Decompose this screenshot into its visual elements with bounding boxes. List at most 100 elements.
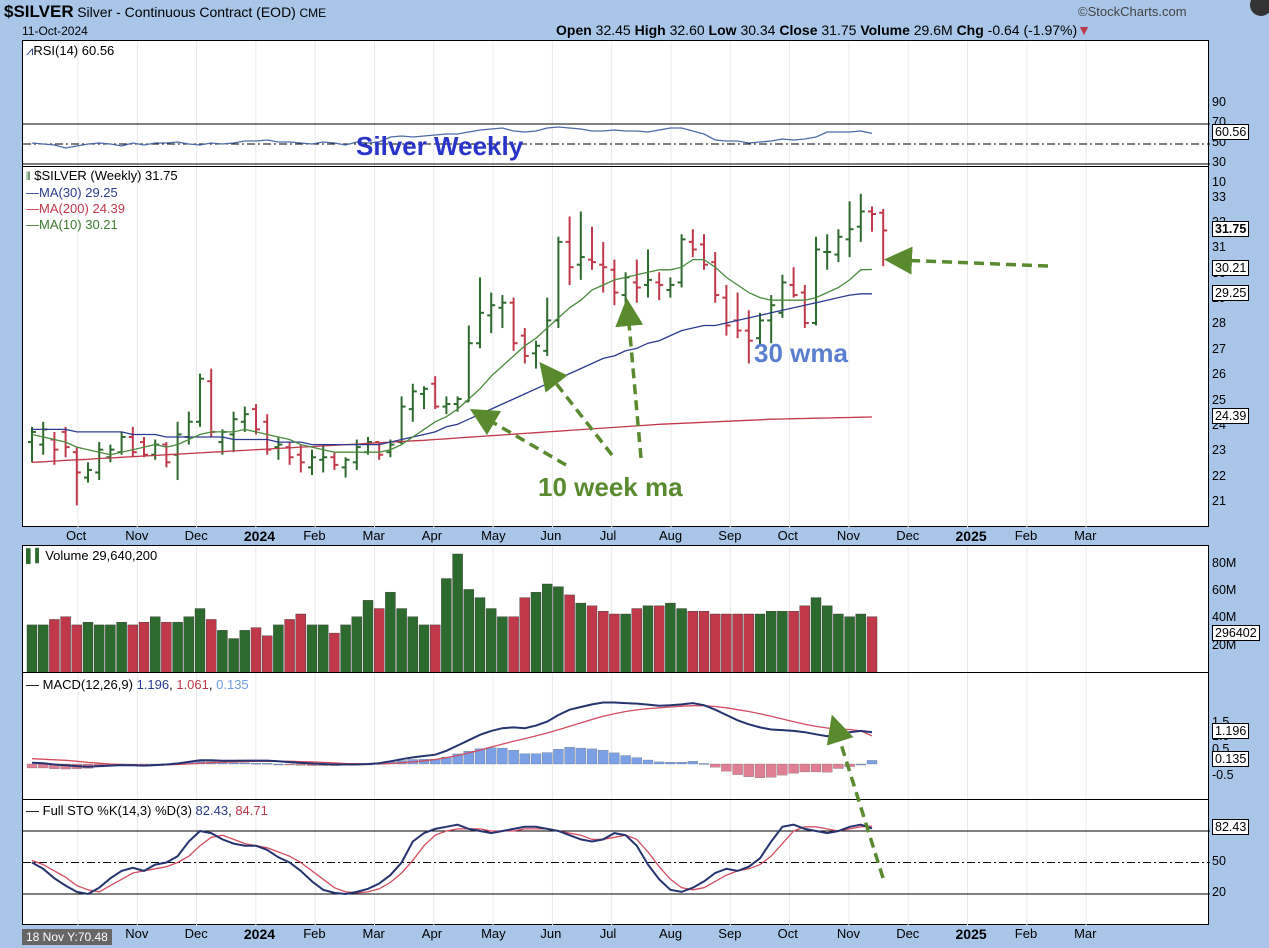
volume-bar — [116, 621, 127, 674]
volume-bar — [799, 605, 810, 674]
month-label: 2024 — [243, 926, 276, 942]
volume-bar — [788, 611, 799, 674]
ma200-value-tag: 24.39 — [1212, 407, 1250, 424]
sto-legend: — Full STO %K(14,3) %D(3) 82.43, 84.71 — [26, 803, 268, 818]
macd-histogram-bar — [642, 759, 654, 765]
volume-plot — [26, 546, 1087, 674]
rsi-tick: 30 — [1212, 155, 1226, 169]
volume-bar — [486, 608, 497, 674]
volume-bar — [463, 589, 474, 674]
macd-histogram-bar — [239, 762, 250, 765]
month-label: Nov — [836, 528, 861, 543]
volume-bar — [228, 638, 239, 674]
macd-histogram-bar — [250, 763, 262, 765]
volume-bar — [474, 597, 486, 674]
macd-histogram-bar — [519, 753, 530, 765]
macd-histogram-bar — [631, 757, 642, 765]
macd-histogram-bar — [452, 753, 463, 765]
volume-bar — [138, 621, 150, 674]
macd-histogram-bar — [295, 763, 306, 766]
month-label: Aug — [659, 528, 683, 543]
volume-bar — [396, 608, 407, 674]
volume-bar — [710, 613, 721, 674]
volume-bar — [239, 630, 251, 674]
macd-tick: -0.5 — [1212, 768, 1234, 783]
price-tick: 26 — [1212, 367, 1226, 382]
chart-header: $SILVER Silver - Continuous Contract (EO… — [4, 2, 326, 22]
macd-histogram-bar — [676, 761, 687, 765]
exchange: CME — [299, 6, 327, 20]
volume-bar — [441, 578, 452, 674]
macd-histogram-bar — [598, 750, 609, 765]
volume-bar — [407, 616, 418, 674]
volume-bar — [261, 635, 273, 674]
price-tick: 21 — [1212, 493, 1226, 508]
month-label: 2025 — [955, 528, 987, 544]
macd-histogram-bar — [620, 755, 631, 765]
volume-bar — [71, 624, 82, 674]
macd-histogram-bar — [766, 763, 777, 778]
price-tick: 27 — [1212, 341, 1226, 356]
volume-bar — [82, 621, 94, 674]
month-label: Dec — [896, 528, 920, 543]
sto-value-tag: 82.43 — [1212, 819, 1250, 836]
macd-histogram-bar — [26, 763, 38, 769]
close-price-tag: 31.75 — [1212, 221, 1250, 238]
volume-bar — [374, 608, 385, 674]
volume-label: Volume — [860, 22, 910, 38]
month-label: Nov — [125, 926, 149, 941]
volume-bar — [676, 608, 687, 674]
macd-histogram-bar — [810, 763, 822, 773]
ma10-legend: —MA(10) 30.21 — [26, 217, 118, 232]
macd-histogram-bar — [273, 763, 284, 766]
instrument-name: Silver - Continuous Contract (EOD) — [77, 4, 296, 20]
month-label: Jun — [540, 926, 562, 941]
close-icon[interactable] — [1250, 0, 1269, 16]
volume-bar — [194, 608, 206, 674]
macd-plot — [26, 673, 1087, 801]
volume-bar — [508, 616, 519, 674]
volume-bar — [721, 613, 732, 674]
month-label: Sep — [718, 528, 742, 543]
month-label: May — [481, 528, 506, 543]
volume-tick: 40M — [1212, 610, 1237, 625]
macd-histogram-bar — [844, 763, 855, 767]
volume-bar — [273, 624, 284, 674]
volume-bar — [609, 613, 620, 674]
price-tick: 28 — [1212, 316, 1226, 331]
month-label: Jul — [599, 528, 617, 543]
month-label: Dec — [184, 528, 208, 543]
volume-bar — [598, 611, 609, 674]
macd-histogram-bar — [866, 760, 878, 765]
month-label: Mar — [1074, 528, 1097, 543]
volume-bar — [732, 613, 743, 674]
macd-signal-line — [31, 705, 873, 766]
volume-bar — [665, 602, 676, 674]
month-label: Nov — [125, 528, 149, 543]
month-label: Nov — [836, 926, 861, 941]
x-axis-bottom: Nov Dec 2024 Feb Mar Apr May Jun Jul Aug Sep Oct Nov… — [22, 925, 1209, 948]
low-value: 30.34 — [740, 22, 776, 38]
price-tick: 23 — [1212, 443, 1226, 458]
chart-date: 11-Oct-2024 — [22, 24, 88, 38]
volume-bar — [362, 600, 374, 674]
macd-histogram-bar — [687, 761, 698, 765]
volume-bar — [777, 611, 788, 674]
rsi-legend: ⩘RSI(14) 60.56 — [26, 43, 115, 58]
volume-bar — [49, 619, 60, 674]
annotation-silver-weekly: Silver Weekly — [356, 131, 524, 161]
month-label: 2024 — [243, 528, 276, 544]
ohlc-summary: Open 32.45 High 32.60 Low 30.34 Close 31… — [556, 22, 1091, 38]
low-label: Low — [708, 22, 737, 38]
close-value: 31.75 — [821, 22, 857, 38]
close-label: Close — [779, 22, 818, 38]
month-label: May — [481, 926, 506, 941]
sto-plot — [23, 800, 1210, 926]
month-label: Jun — [540, 528, 562, 543]
month-label: Mar — [362, 926, 385, 941]
volume-bar — [810, 597, 822, 674]
sto-panel: — Full STO %K(14,3) %D(3) 82.43, 84.71 — [22, 799, 1210, 926]
macd-hist-tag: 0.135 — [1212, 751, 1250, 768]
price-panel: ⫴ $SILVER (Weekly) 31.75 —MA(30) 29.25 —… — [22, 166, 1209, 528]
volume-bar — [743, 613, 754, 674]
